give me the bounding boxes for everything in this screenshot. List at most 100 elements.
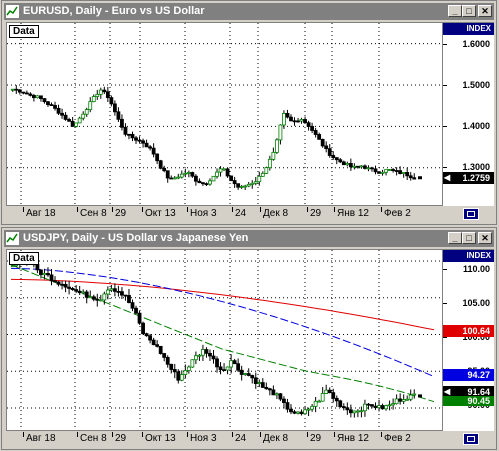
candle-body: [144, 142, 149, 148]
candle-body: [88, 101, 93, 111]
candle-body: [222, 369, 226, 372]
candle-body: [229, 175, 234, 181]
candle-body: [373, 405, 378, 409]
candle-body: [53, 280, 57, 283]
candle-body: [401, 172, 406, 175]
usdjpy-price-scale: INDEX 110.00 105.00 100.00 95.00 90.00 1…: [443, 249, 494, 431]
candle-body: [310, 405, 315, 410]
usdjpy-plot-area[interactable]: Data: [6, 249, 443, 431]
candle-body: [60, 112, 64, 116]
candle-body: [257, 175, 262, 183]
maximize-button[interactable]: □: [462, 232, 476, 244]
candle-body: [306, 408, 311, 411]
price-arrow-icon: ◀: [444, 173, 451, 182]
candle-body: [162, 353, 167, 358]
candle-body: [109, 288, 114, 291]
eurusd-chart-window[interactable]: EURUSD, Daily - Euro vs US Dollar _ □ ✕ …: [1, 0, 497, 225]
candle-body: [387, 404, 392, 407]
candle-body: [179, 374, 184, 381]
candle-body: [201, 182, 205, 185]
candle-body: [341, 406, 346, 409]
candle-body: [405, 398, 410, 401]
x-tick-label: 29: [112, 207, 126, 220]
eurusd-title-bar[interactable]: EURUSD, Daily - Euro vs US Dollar _ □ ✕: [4, 3, 494, 20]
minimize-button[interactable]: _: [448, 232, 462, 244]
red-ma-badge: 100.64: [443, 325, 494, 337]
candle-body: [260, 382, 265, 388]
candle-body: [49, 104, 54, 106]
candle-body: [179, 173, 184, 178]
candle-body: [81, 291, 86, 294]
candle-body: [363, 165, 367, 169]
candle-body: [127, 295, 131, 304]
candle-body: [49, 274, 54, 282]
candle-body: [229, 360, 234, 368]
maximize-button[interactable]: □: [462, 5, 476, 17]
candle-body: [204, 183, 209, 186]
candle-body: [201, 349, 205, 356]
candle-body: [204, 349, 209, 354]
candle-body: [197, 354, 202, 357]
candle-body: [84, 291, 89, 298]
candle-body: [130, 133, 135, 139]
candle-body: [377, 405, 381, 409]
candle-body: [359, 410, 364, 413]
y-tick-label: 1.3000: [443, 162, 494, 172]
minimize-button[interactable]: _: [448, 5, 462, 17]
candle-body: [246, 183, 251, 187]
candle-body: [398, 398, 403, 402]
candle-body: [70, 120, 75, 127]
candle-body: [46, 273, 50, 276]
candle-body: [172, 177, 177, 180]
candle-body: [408, 175, 413, 179]
candle-body: [21, 91, 26, 94]
candle-body: [28, 93, 33, 96]
eurusd-price-scale: INDEX 1.6000 1.5000 1.4000 1.3000 ◀ 1.27…: [443, 22, 494, 206]
candle-body: [313, 400, 318, 407]
chart-scroll-button[interactable]: [463, 208, 479, 220]
candle-body: [271, 389, 276, 396]
candle-body: [215, 358, 219, 368]
usdjpy-title-bar[interactable]: USDJPY, Daily - US Dollar vs Japanese Ye…: [4, 230, 494, 247]
candle-body: [123, 294, 128, 297]
candle-body: [289, 116, 293, 122]
candle-body: [310, 126, 315, 131]
candle-body: [158, 160, 163, 169]
candle-body: [169, 363, 174, 370]
usdjpy-chart-window[interactable]: USDJPY, Daily - US Dollar vs Japanese Ye…: [1, 227, 497, 450]
candle-body: [151, 147, 156, 155]
candle-body: [137, 312, 142, 324]
candle-body: [239, 369, 244, 375]
candle-body: [401, 399, 406, 402]
candle-body: [211, 175, 216, 182]
candle-body: [109, 97, 114, 105]
candle-body: [285, 402, 290, 410]
x-tick-label: Окт 13: [142, 432, 176, 445]
eurusd-plot-area[interactable]: Data: [6, 22, 443, 206]
candle-body: [324, 145, 329, 150]
candle-body: [232, 180, 237, 185]
chart-scroll-button[interactable]: [463, 433, 479, 445]
candle-body: [172, 369, 177, 373]
candle-body: [253, 377, 258, 384]
candle-body: [130, 302, 135, 309]
candle-body: [285, 112, 290, 118]
candle-body: [158, 345, 163, 354]
usdjpy-time-axis: Авг 18 Сен 8 29 Окт 13 Ноя 3 24 Дек 8 29…: [6, 432, 443, 445]
candle-body: [67, 119, 72, 122]
candle-body: [246, 373, 251, 376]
close-button[interactable]: ✕: [478, 232, 492, 244]
candle-body: [165, 170, 170, 179]
candle-body: [303, 119, 307, 124]
candle-body: [14, 88, 19, 91]
x-tick-label: Янв 12: [334, 432, 369, 445]
candle-body: [218, 168, 223, 173]
candle-body: [352, 165, 357, 168]
y-tick-label: 1.4000: [443, 121, 494, 131]
close-button[interactable]: ✕: [478, 5, 492, 17]
candle-body: [267, 388, 272, 391]
x-tick-label: Авг 18: [23, 207, 56, 220]
candle-body: [341, 161, 346, 166]
candle-body: [134, 307, 138, 314]
candle-body: [105, 91, 110, 99]
